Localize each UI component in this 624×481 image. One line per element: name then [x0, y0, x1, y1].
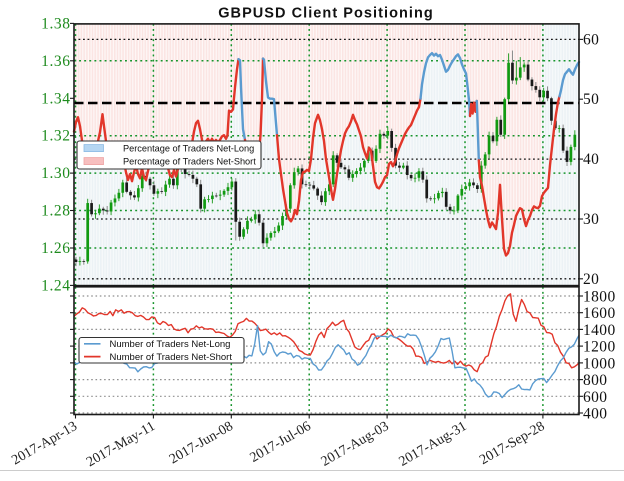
- svg-text:1.32: 1.32: [41, 128, 70, 145]
- svg-text:50: 50: [583, 91, 599, 108]
- svg-text:GBPUSD Client Positioning: GBPUSD Client Positioning: [218, 6, 434, 22]
- svg-text:Percentage of Traders Net-Long: Percentage of Traders Net-Long: [123, 143, 254, 153]
- svg-text:1400: 1400: [583, 322, 616, 339]
- svg-text:60: 60: [583, 31, 599, 48]
- svg-text:Percentage of Traders Net-Shor: Percentage of Traders Net-Short: [123, 156, 256, 166]
- svg-text:600: 600: [583, 389, 607, 406]
- svg-text:1.30: 1.30: [41, 165, 70, 182]
- svg-text:1.28: 1.28: [41, 203, 70, 220]
- svg-text:1200: 1200: [583, 339, 616, 356]
- svg-text:1.24: 1.24: [41, 277, 70, 294]
- svg-text:1.36: 1.36: [41, 53, 70, 70]
- svg-text:1000: 1000: [583, 355, 616, 372]
- svg-text:1.26: 1.26: [41, 240, 70, 257]
- svg-text:1600: 1600: [583, 305, 616, 322]
- svg-text:1.34: 1.34: [41, 90, 70, 107]
- svg-text:30: 30: [583, 211, 599, 228]
- svg-text:1800: 1800: [583, 289, 616, 306]
- svg-text:1.38: 1.38: [41, 15, 70, 32]
- svg-text:40: 40: [583, 151, 599, 168]
- svg-text:Number of Traders Net-Long: Number of Traders Net-Long: [110, 339, 231, 350]
- svg-text:800: 800: [583, 372, 607, 389]
- svg-text:Number of Traders Net-Short: Number of Traders Net-Short: [110, 352, 233, 363]
- svg-text:400: 400: [583, 406, 607, 423]
- svg-text:20: 20: [583, 271, 599, 288]
